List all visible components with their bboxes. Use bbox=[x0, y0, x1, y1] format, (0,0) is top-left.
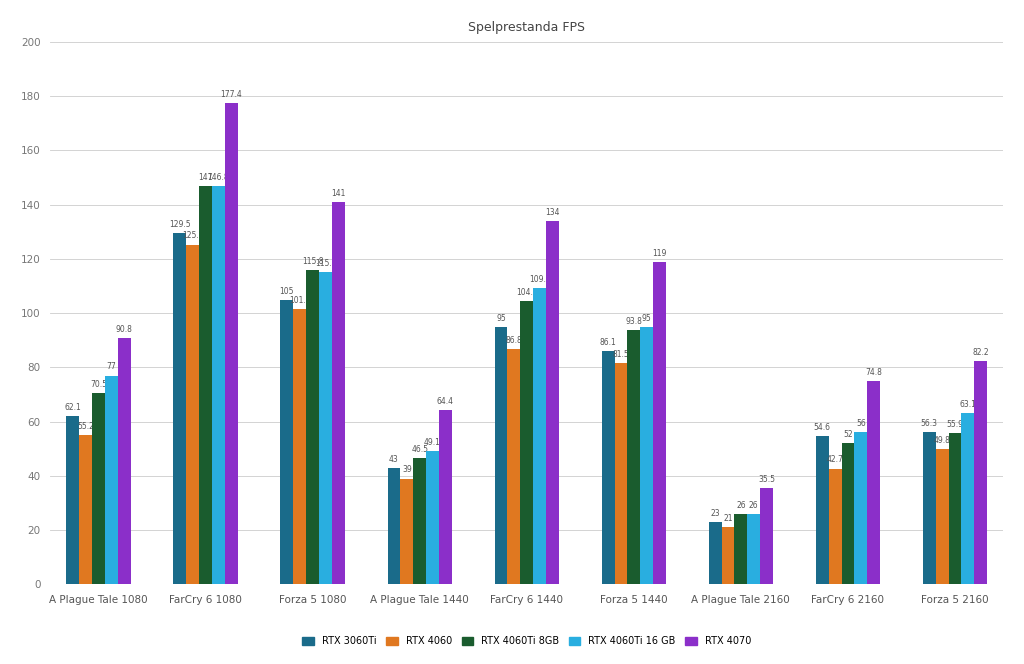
Bar bbox=[400, 479, 414, 584]
Text: 35.5: 35.5 bbox=[758, 475, 775, 484]
Bar bbox=[653, 262, 666, 584]
Text: 95: 95 bbox=[642, 313, 651, 323]
Bar bbox=[67, 416, 79, 584]
Text: 43: 43 bbox=[389, 455, 399, 463]
Bar bbox=[760, 488, 773, 584]
Bar bbox=[306, 270, 319, 584]
Text: 63.1: 63.1 bbox=[959, 400, 976, 409]
Text: 119: 119 bbox=[652, 248, 667, 258]
Bar bbox=[842, 444, 854, 584]
Bar bbox=[722, 527, 734, 584]
Text: 46.5: 46.5 bbox=[412, 445, 428, 454]
Bar bbox=[534, 288, 546, 584]
Bar bbox=[854, 432, 867, 584]
Bar bbox=[602, 351, 614, 584]
Text: 81.5: 81.5 bbox=[612, 350, 630, 359]
Text: 55.2: 55.2 bbox=[77, 422, 94, 430]
Bar bbox=[104, 376, 118, 584]
Text: 115.8: 115.8 bbox=[302, 257, 324, 266]
Text: 105: 105 bbox=[280, 286, 294, 295]
Text: 26: 26 bbox=[736, 501, 745, 510]
Text: 86.8: 86.8 bbox=[506, 336, 522, 345]
Text: 77: 77 bbox=[106, 363, 116, 371]
Text: 90.8: 90.8 bbox=[116, 325, 133, 334]
Bar bbox=[212, 186, 225, 584]
Bar bbox=[640, 327, 653, 584]
Bar bbox=[974, 361, 987, 584]
Text: 95: 95 bbox=[497, 313, 506, 323]
Text: 64.4: 64.4 bbox=[437, 396, 454, 406]
Text: 147: 147 bbox=[199, 173, 213, 182]
Bar bbox=[962, 413, 974, 584]
Text: 54.6: 54.6 bbox=[814, 423, 830, 432]
Text: 82.2: 82.2 bbox=[973, 349, 989, 357]
Bar bbox=[332, 202, 345, 584]
Bar bbox=[79, 435, 92, 584]
Text: 141: 141 bbox=[331, 189, 345, 198]
Bar bbox=[186, 244, 199, 584]
Bar bbox=[225, 103, 238, 584]
Title: Spelprestanda FPS: Spelprestanda FPS bbox=[468, 21, 586, 34]
Bar bbox=[628, 330, 640, 584]
Bar bbox=[319, 272, 332, 584]
Text: 55.9: 55.9 bbox=[946, 420, 964, 429]
Bar bbox=[118, 338, 131, 584]
Text: 177.4: 177.4 bbox=[220, 90, 242, 99]
Text: 93.8: 93.8 bbox=[626, 317, 642, 326]
Text: 62.1: 62.1 bbox=[65, 403, 81, 412]
Text: 134: 134 bbox=[545, 208, 560, 217]
Legend: RTX 3060Ti, RTX 4060, RTX 4060Ti 8GB, RTX 4060Ti 16 GB, RTX 4070: RTX 3060Ti, RTX 4060, RTX 4060Ti 8GB, RT… bbox=[298, 633, 755, 650]
Text: 26: 26 bbox=[749, 501, 759, 510]
Bar bbox=[173, 233, 186, 584]
Text: 86.1: 86.1 bbox=[600, 338, 616, 347]
Text: 74.8: 74.8 bbox=[865, 369, 882, 377]
Text: 115.2: 115.2 bbox=[314, 259, 336, 268]
Text: 104.4: 104.4 bbox=[516, 288, 538, 297]
Text: 23: 23 bbox=[711, 509, 720, 518]
Bar bbox=[816, 436, 828, 584]
Text: 101.6: 101.6 bbox=[289, 295, 310, 305]
Bar bbox=[828, 469, 842, 584]
Text: 49.8: 49.8 bbox=[934, 436, 950, 445]
Bar bbox=[92, 393, 104, 584]
Bar bbox=[923, 432, 936, 584]
Bar bbox=[414, 458, 426, 584]
Bar bbox=[387, 467, 400, 584]
Text: 56: 56 bbox=[856, 420, 865, 428]
Bar bbox=[293, 309, 306, 584]
Text: 52: 52 bbox=[843, 430, 853, 439]
Bar bbox=[614, 363, 628, 584]
Bar bbox=[867, 382, 880, 584]
Text: 146.8: 146.8 bbox=[208, 173, 229, 182]
Bar bbox=[709, 522, 722, 584]
Text: 42.7: 42.7 bbox=[826, 456, 844, 464]
Bar bbox=[520, 301, 534, 584]
Bar bbox=[948, 433, 962, 584]
Bar bbox=[508, 349, 520, 584]
Bar bbox=[281, 299, 293, 584]
Text: 70.5: 70.5 bbox=[90, 380, 106, 389]
Bar bbox=[199, 186, 212, 584]
Text: 125.3: 125.3 bbox=[182, 232, 204, 240]
Bar bbox=[748, 514, 760, 584]
Bar bbox=[546, 221, 559, 584]
Text: 109.3: 109.3 bbox=[528, 275, 551, 284]
Text: 39: 39 bbox=[402, 465, 412, 475]
Bar bbox=[426, 451, 439, 584]
Text: 21: 21 bbox=[723, 515, 733, 523]
Text: 56.3: 56.3 bbox=[921, 418, 938, 428]
Text: 129.5: 129.5 bbox=[169, 220, 190, 229]
Bar bbox=[936, 450, 948, 584]
Bar bbox=[734, 514, 748, 584]
Text: 49.1: 49.1 bbox=[424, 438, 441, 447]
Bar bbox=[495, 327, 508, 584]
Bar bbox=[439, 410, 452, 584]
